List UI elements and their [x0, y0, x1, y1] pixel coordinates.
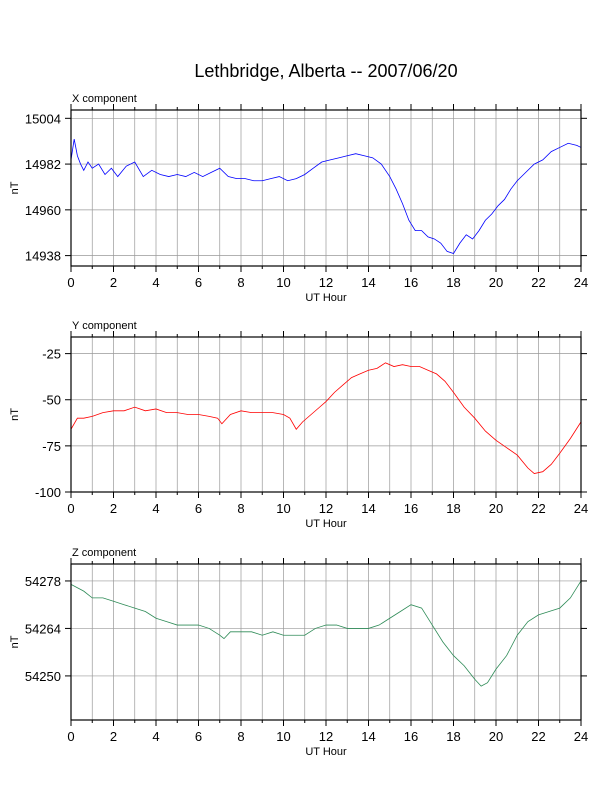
- panel-1: [65, 104, 587, 272]
- x-tick-label: 0: [67, 729, 74, 744]
- x-tick-label: 24: [574, 275, 588, 290]
- y-tick-label: -25: [42, 347, 61, 362]
- x-tick-label: 6: [195, 275, 202, 290]
- x-tick-label: 22: [531, 729, 545, 744]
- y-tick-label: 14938: [25, 249, 61, 264]
- x-tick-label: 0: [67, 275, 74, 290]
- x-tick-label: 16: [404, 501, 418, 516]
- x-tick-label: 20: [489, 275, 503, 290]
- y-tick-label: 54278: [25, 574, 61, 589]
- y-axis-label: nT: [9, 635, 21, 648]
- x-tick-label: 14: [361, 275, 375, 290]
- x-tick-label: 0: [67, 501, 74, 516]
- x-tick-label: 10: [276, 501, 290, 516]
- x-tick-label: 6: [195, 729, 202, 744]
- y-tick-label: 14960: [25, 203, 61, 218]
- y-tick-label: 14982: [25, 157, 61, 172]
- y-tick-label: -75: [42, 439, 61, 454]
- x-tick-label: 22: [531, 275, 545, 290]
- series-line: [70, 362, 582, 474]
- panel-2: [65, 331, 587, 498]
- y-tick-label: 54250: [25, 669, 61, 684]
- x-tick-label: 22: [531, 501, 545, 516]
- x-tick-label: 12: [319, 501, 333, 516]
- panel-title: Z component: [72, 547, 136, 559]
- x-tick-label: 12: [319, 729, 333, 744]
- series-line: [70, 139, 582, 254]
- y-axis-label: nT: [9, 408, 21, 421]
- x-tick-label: 2: [110, 275, 117, 290]
- x-tick-label: 18: [446, 729, 460, 744]
- panel-title: Y component: [72, 320, 137, 332]
- panel-title: X component: [72, 93, 137, 105]
- x-tick-label: 18: [446, 275, 460, 290]
- y-tick-label: -100: [35, 485, 61, 500]
- y-tick-label: 15004: [25, 111, 61, 126]
- series-line: [70, 580, 582, 687]
- x-tick-label: 12: [319, 275, 333, 290]
- x-tick-label: 14: [361, 729, 375, 744]
- y-tick-label: -50: [42, 393, 61, 408]
- x-tick-label: 8: [237, 275, 244, 290]
- x-tick-label: 2: [110, 501, 117, 516]
- x-tick-label: 16: [404, 729, 418, 744]
- x-tick-label: 18: [446, 501, 460, 516]
- x-axis-label: UT Hour: [305, 746, 347, 758]
- x-tick-label: 20: [489, 501, 503, 516]
- x-tick-label: 4: [152, 729, 159, 744]
- x-tick-label: 8: [237, 729, 244, 744]
- x-tick-label: 24: [574, 729, 588, 744]
- y-axis-label: nT: [9, 181, 21, 194]
- y-tick-label: 54264: [25, 621, 61, 636]
- x-tick-label: 2: [110, 729, 117, 744]
- x-axis-label: UT Hour: [305, 518, 347, 530]
- page-title: Lethbridge, Alberta -- 2007/06/20: [194, 61, 457, 81]
- panel-3: [65, 558, 587, 726]
- x-tick-label: 4: [152, 501, 159, 516]
- x-tick-label: 24: [574, 501, 588, 516]
- x-tick-label: 10: [276, 275, 290, 290]
- x-tick-label: 14: [361, 501, 375, 516]
- x-tick-label: 8: [237, 501, 244, 516]
- x-tick-label: 4: [152, 275, 159, 290]
- x-axis-label: UT Hour: [305, 292, 347, 304]
- x-tick-label: 16: [404, 275, 418, 290]
- x-tick-label: 20: [489, 729, 503, 744]
- x-tick-label: 10: [276, 729, 290, 744]
- x-tick-label: 6: [195, 501, 202, 516]
